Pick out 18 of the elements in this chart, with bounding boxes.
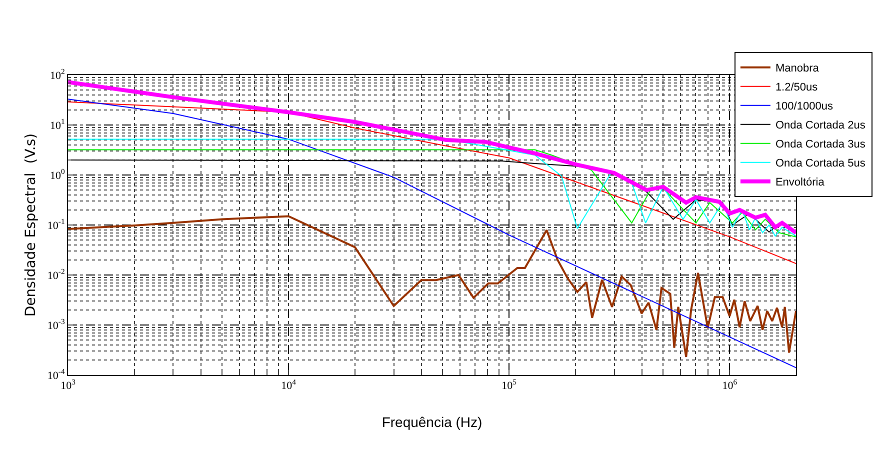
legend-label: 100/1000us [775,100,834,113]
legend-label: Manobra [775,62,820,75]
legend-label: Onda Cortada 5us [775,158,866,170]
legend-label: 1.2/50us [775,82,818,94]
x-tick-label: 10$^{6}$ [722,378,738,392]
y-tick-label: 10$^{-2}$ [47,267,65,282]
x-tick-label: 10$^{4}$ [281,378,296,392]
y-tick-label: 10$^{0}$ [50,167,65,182]
y-tick-label: 10$^{-1}$ [47,217,65,232]
legend-label: Envoltória [775,176,826,189]
legend-label: Onda Cortada 3us [775,138,866,151]
y-axis-title: Densidade Espectral (V.s) [22,133,39,317]
y-tick-label: 10$^{-3}$ [47,317,65,332]
legend-label: Onda Cortada 2us [775,120,866,132]
y-tick-label: 10$^{1}$ [50,117,65,132]
y-tick-label: 10$^{2}$ [50,67,65,82]
x-axis-title: Frequência (Hz) [382,414,482,430]
x-tick-label: 10$^{5}$ [502,378,517,392]
